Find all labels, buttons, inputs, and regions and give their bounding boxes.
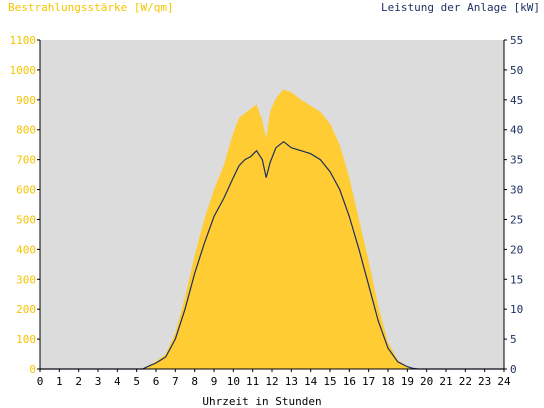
x-tick-label: 12 — [265, 375, 278, 388]
y-right-tick-label: 15 — [510, 273, 523, 286]
x-tick-label: 21 — [439, 375, 452, 388]
x-tick-label: 22 — [459, 375, 472, 388]
x-tick-label: 11 — [246, 375, 259, 388]
y-right-tick-label: 40 — [510, 124, 523, 137]
y-left-tick-label: 300 — [16, 273, 36, 286]
y-left-tick-label: 700 — [16, 154, 36, 167]
x-tick-label: 14 — [304, 375, 318, 388]
y-right-tick-label: 20 — [510, 243, 523, 256]
y-left-tick-label: 500 — [16, 213, 36, 226]
x-tick-label: 0 — [37, 375, 44, 388]
y-left-tick-label: 600 — [16, 184, 36, 197]
x-tick-label: 15 — [323, 375, 336, 388]
x-tick-label: 4 — [114, 375, 121, 388]
y-right-tick-label: 35 — [510, 154, 523, 167]
y-left-tick-label: 1000 — [10, 64, 37, 77]
x-tick-label: 19 — [401, 375, 414, 388]
x-tick-label: 10 — [227, 375, 240, 388]
x-tick-label: 13 — [285, 375, 298, 388]
y-right-tick-label: 0 — [510, 363, 517, 376]
x-tick-label: 17 — [362, 375, 375, 388]
y-right-tick-label: 45 — [510, 94, 523, 107]
y-left-tick-label: 1100 — [10, 34, 37, 47]
y-right-tick-label: 30 — [510, 184, 523, 197]
x-tick-label: 1 — [56, 375, 63, 388]
x-tick-label: 24 — [497, 375, 511, 388]
x-axis-title: Uhrzeit in Stunden — [202, 395, 321, 408]
y-left-tick-label: 400 — [16, 243, 36, 256]
left-axis-title: Bestrahlungsstärke [W/qm] — [8, 1, 174, 14]
x-tick-label: 7 — [172, 375, 179, 388]
x-tick-label: 5 — [133, 375, 140, 388]
x-tick-label: 23 — [478, 375, 491, 388]
y-left-tick-label: 200 — [16, 303, 36, 316]
y-right-tick-label: 25 — [510, 213, 523, 226]
x-tick-label: 16 — [343, 375, 356, 388]
x-tick-label: 8 — [191, 375, 198, 388]
y-right-tick-label: 50 — [510, 64, 523, 77]
x-tick-label: 20 — [420, 375, 433, 388]
x-tick-label: 3 — [95, 375, 102, 388]
y-left-tick-label: 800 — [16, 124, 36, 137]
power-line — [40, 140, 504, 370]
right-axis-title: Leistung der Anlage [kW] — [381, 1, 540, 14]
x-tick-label: 18 — [381, 375, 394, 388]
y-right-tick-label: 55 — [510, 34, 523, 47]
y-right-tick-label: 5 — [510, 333, 517, 346]
x-tick-label: 2 — [75, 375, 82, 388]
tick-layer: 0100200300400500600700800900100011000510… — [10, 34, 524, 388]
y-right-tick-label: 10 — [510, 303, 523, 316]
series-layer — [40, 89, 504, 370]
y-left-tick-label: 100 — [16, 333, 36, 346]
y-left-tick-label: 900 — [16, 94, 36, 107]
irradiance-area — [40, 89, 504, 370]
x-tick-label: 9 — [211, 375, 218, 388]
y-left-tick-label: 0 — [29, 363, 36, 376]
x-tick-label: 6 — [153, 375, 160, 388]
